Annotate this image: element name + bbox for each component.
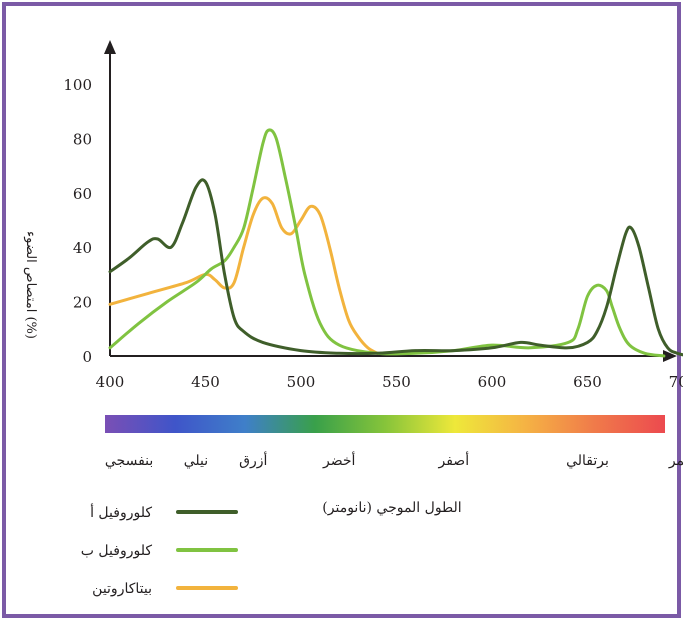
legend: كلوروفيل أ كلوروفيل ب بيتاكاروتين xyxy=(81,502,238,597)
y-tick-label: 40 xyxy=(73,239,92,257)
x-tick-label: 700 xyxy=(669,373,683,391)
color-label: نيلي xyxy=(184,453,208,469)
x-tick-label: 600 xyxy=(478,373,507,391)
y-tick-label: 100 xyxy=(63,76,92,94)
color-label: أصفر xyxy=(438,450,470,469)
color-name-labels: بنفسجي نيلي أزرق أخضر أصفر برتقالي أحمر xyxy=(105,450,683,469)
color-label: أحمر xyxy=(668,450,683,469)
visible-spectrum-bar xyxy=(105,415,665,433)
chlorophyll-a-line xyxy=(108,178,683,357)
x-tick-labels: 400 450 500 550 600 650 700 xyxy=(96,373,683,391)
legend-chlorophyll-b-label: كلوروفيل ب xyxy=(81,543,153,559)
y-tick-label: 20 xyxy=(73,294,92,312)
x-tick-label: 400 xyxy=(96,373,125,391)
y-tick-label: 80 xyxy=(73,130,92,148)
legend-chlorophyll-a-label: كلوروفيل أ xyxy=(90,502,152,521)
beta-carotene-line xyxy=(108,196,379,355)
y-tick-label: 0 xyxy=(82,348,92,366)
x-axis-arrow xyxy=(663,350,677,362)
y-axis-arrow xyxy=(104,40,116,54)
chlorophyll-b-line xyxy=(108,128,666,358)
series-lines xyxy=(108,128,683,358)
x-tick-label: 550 xyxy=(382,373,411,391)
color-label: برتقالي xyxy=(566,453,609,469)
y-axis-label: امتصاص الضوء (%) xyxy=(23,231,38,339)
x-axis-label: الطول الموجي (نانومتر) xyxy=(322,500,461,516)
color-label: أزرق xyxy=(239,450,267,469)
y-tick-label: 60 xyxy=(73,185,92,203)
y-tick-labels: 0 20 40 60 80 100 xyxy=(63,76,92,366)
x-tick-label: 500 xyxy=(287,373,316,391)
legend-beta-carotene-label: بيتاكاروتين xyxy=(92,581,152,597)
color-label: أخضر xyxy=(322,450,356,469)
x-tick-label: 450 xyxy=(191,373,220,391)
color-label: بنفسجي xyxy=(105,453,153,469)
x-tick-label: 650 xyxy=(573,373,602,391)
